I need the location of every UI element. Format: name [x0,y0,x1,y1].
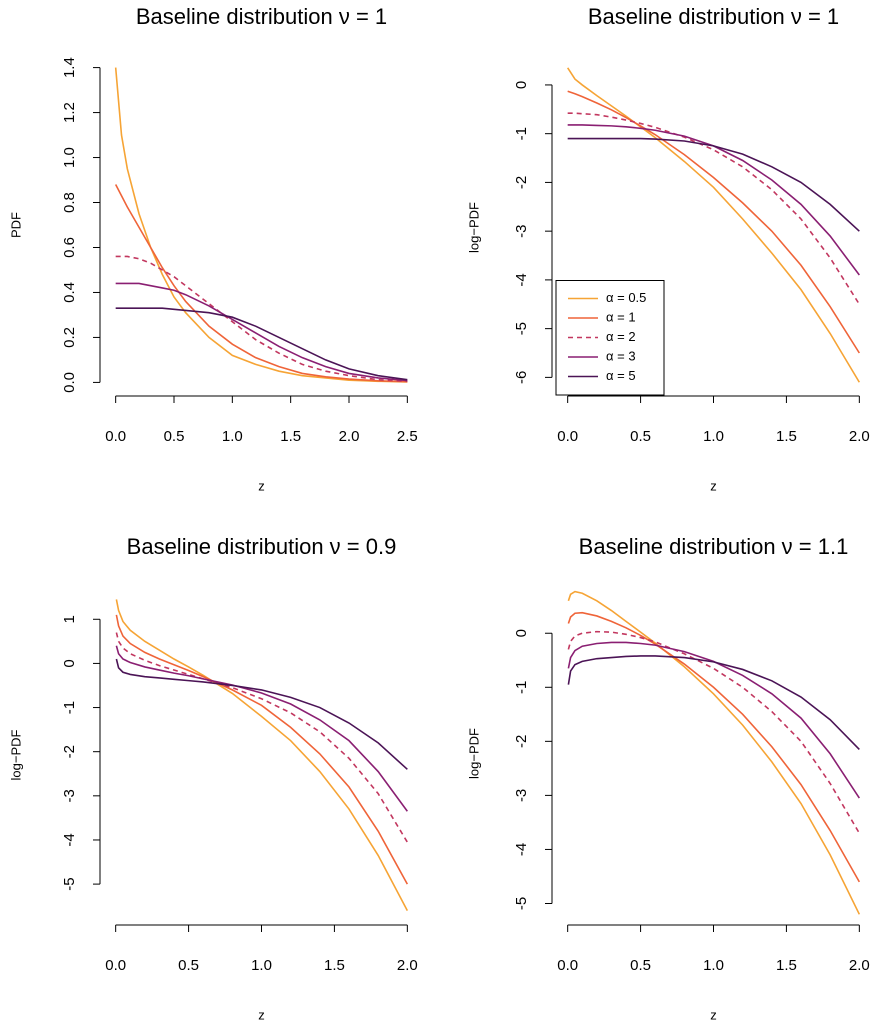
x-tick-label: 2.0 [397,957,418,974]
curve [567,630,861,834]
y-tick-label: 1 [61,615,78,623]
curve [567,655,860,751]
curve [115,282,408,382]
curve [115,632,409,843]
curve [115,599,409,911]
x-tick-label: 0.5 [630,957,651,974]
y-tick-label: 0.2 [61,327,78,348]
curve [115,658,408,770]
x-tick-label: 1.5 [280,428,301,445]
x-tick-label: 0.5 [630,428,651,445]
y-tick-label: -4 [513,843,530,856]
curve [115,614,409,885]
x-tick-label: 0.0 [557,957,578,974]
curve [566,67,861,383]
x-tick-label: 0.0 [105,957,126,974]
legend-label: α = 1 [606,309,636,324]
curve [567,124,860,276]
y-tick-label: -3 [61,789,78,802]
y-tick-label: 1.0 [61,147,78,168]
y-tick-label: -4 [513,273,530,286]
curve [115,255,408,383]
x-axis-label: z [258,1007,265,1022]
y-axis-label: PDF [8,212,23,238]
chart-title: Baseline distribution ν = 1 [136,4,387,29]
x-tick-label: 1.0 [703,957,724,974]
y-tick-label: -1 [513,127,530,140]
curve [567,590,861,915]
y-tick-label: 1.4 [61,57,78,78]
x-tick-label: 2.5 [397,428,418,445]
x-axis-label: z [710,1007,717,1022]
chart-title: Baseline distribution ν = 1.1 [579,534,849,559]
legend-label: α = 2 [606,329,636,344]
x-tick-label: 2.0 [849,957,870,974]
legend-label: α = 3 [606,348,636,363]
x-tick-label: 0.5 [164,428,185,445]
y-tick-label: 0.0 [61,372,78,393]
legend-label: α = 0.5 [606,290,646,305]
y-tick-label: -3 [513,789,530,802]
curve [567,90,861,354]
x-tick-label: 0.0 [557,428,578,445]
y-tick-label: -5 [513,322,530,335]
x-tick-label: 1.0 [222,428,243,445]
x-tick-label: 1.0 [251,957,272,974]
x-tick-label: 1.5 [324,957,345,974]
y-axis-label: log−PDF [466,202,481,253]
x-tick-label: 1.5 [776,428,797,445]
y-tick-label: 0 [513,629,530,637]
curve [115,645,408,812]
y-tick-label: 1.2 [61,102,78,123]
curve [567,611,861,883]
y-tick-label: 0.4 [61,282,78,303]
y-tick-label: -2 [61,745,78,758]
curve [567,112,861,305]
y-tick-label: -2 [513,176,530,189]
chart-title: Baseline distribution ν = 1 [588,4,839,29]
y-axis-label: log−PDF [8,729,23,780]
y-tick-label: 0 [513,81,530,89]
x-tick-label: 2.0 [849,428,870,445]
y-tick-label: -4 [61,833,78,846]
x-axis-label: z [258,478,265,493]
x-tick-label: 2.0 [339,428,360,445]
chart-title: Baseline distribution ν = 0.9 [127,534,397,559]
curve [567,137,860,232]
curve [114,67,408,383]
x-tick-label: 1.0 [703,428,724,445]
y-tick-label: -5 [61,877,78,890]
y-axis-label: log−PDF [466,728,481,779]
y-tick-label: 0 [61,659,78,667]
y-tick-label: -2 [513,735,530,748]
y-tick-label: -6 [513,371,530,384]
curve [567,641,860,799]
y-tick-label: 0.8 [61,192,78,213]
y-tick-label: 0.6 [61,237,78,258]
x-tick-label: 1.5 [776,957,797,974]
x-axis-label: z [710,478,717,493]
curve [115,307,408,381]
y-tick-label: -1 [61,701,78,714]
legend-label: α = 5 [606,368,636,383]
y-tick-label: -3 [513,224,530,237]
curve [114,184,408,383]
y-tick-label: -1 [513,681,530,694]
x-tick-label: 0.0 [105,428,126,445]
y-tick-label: -5 [513,897,530,910]
x-tick-label: 0.5 [178,957,199,974]
